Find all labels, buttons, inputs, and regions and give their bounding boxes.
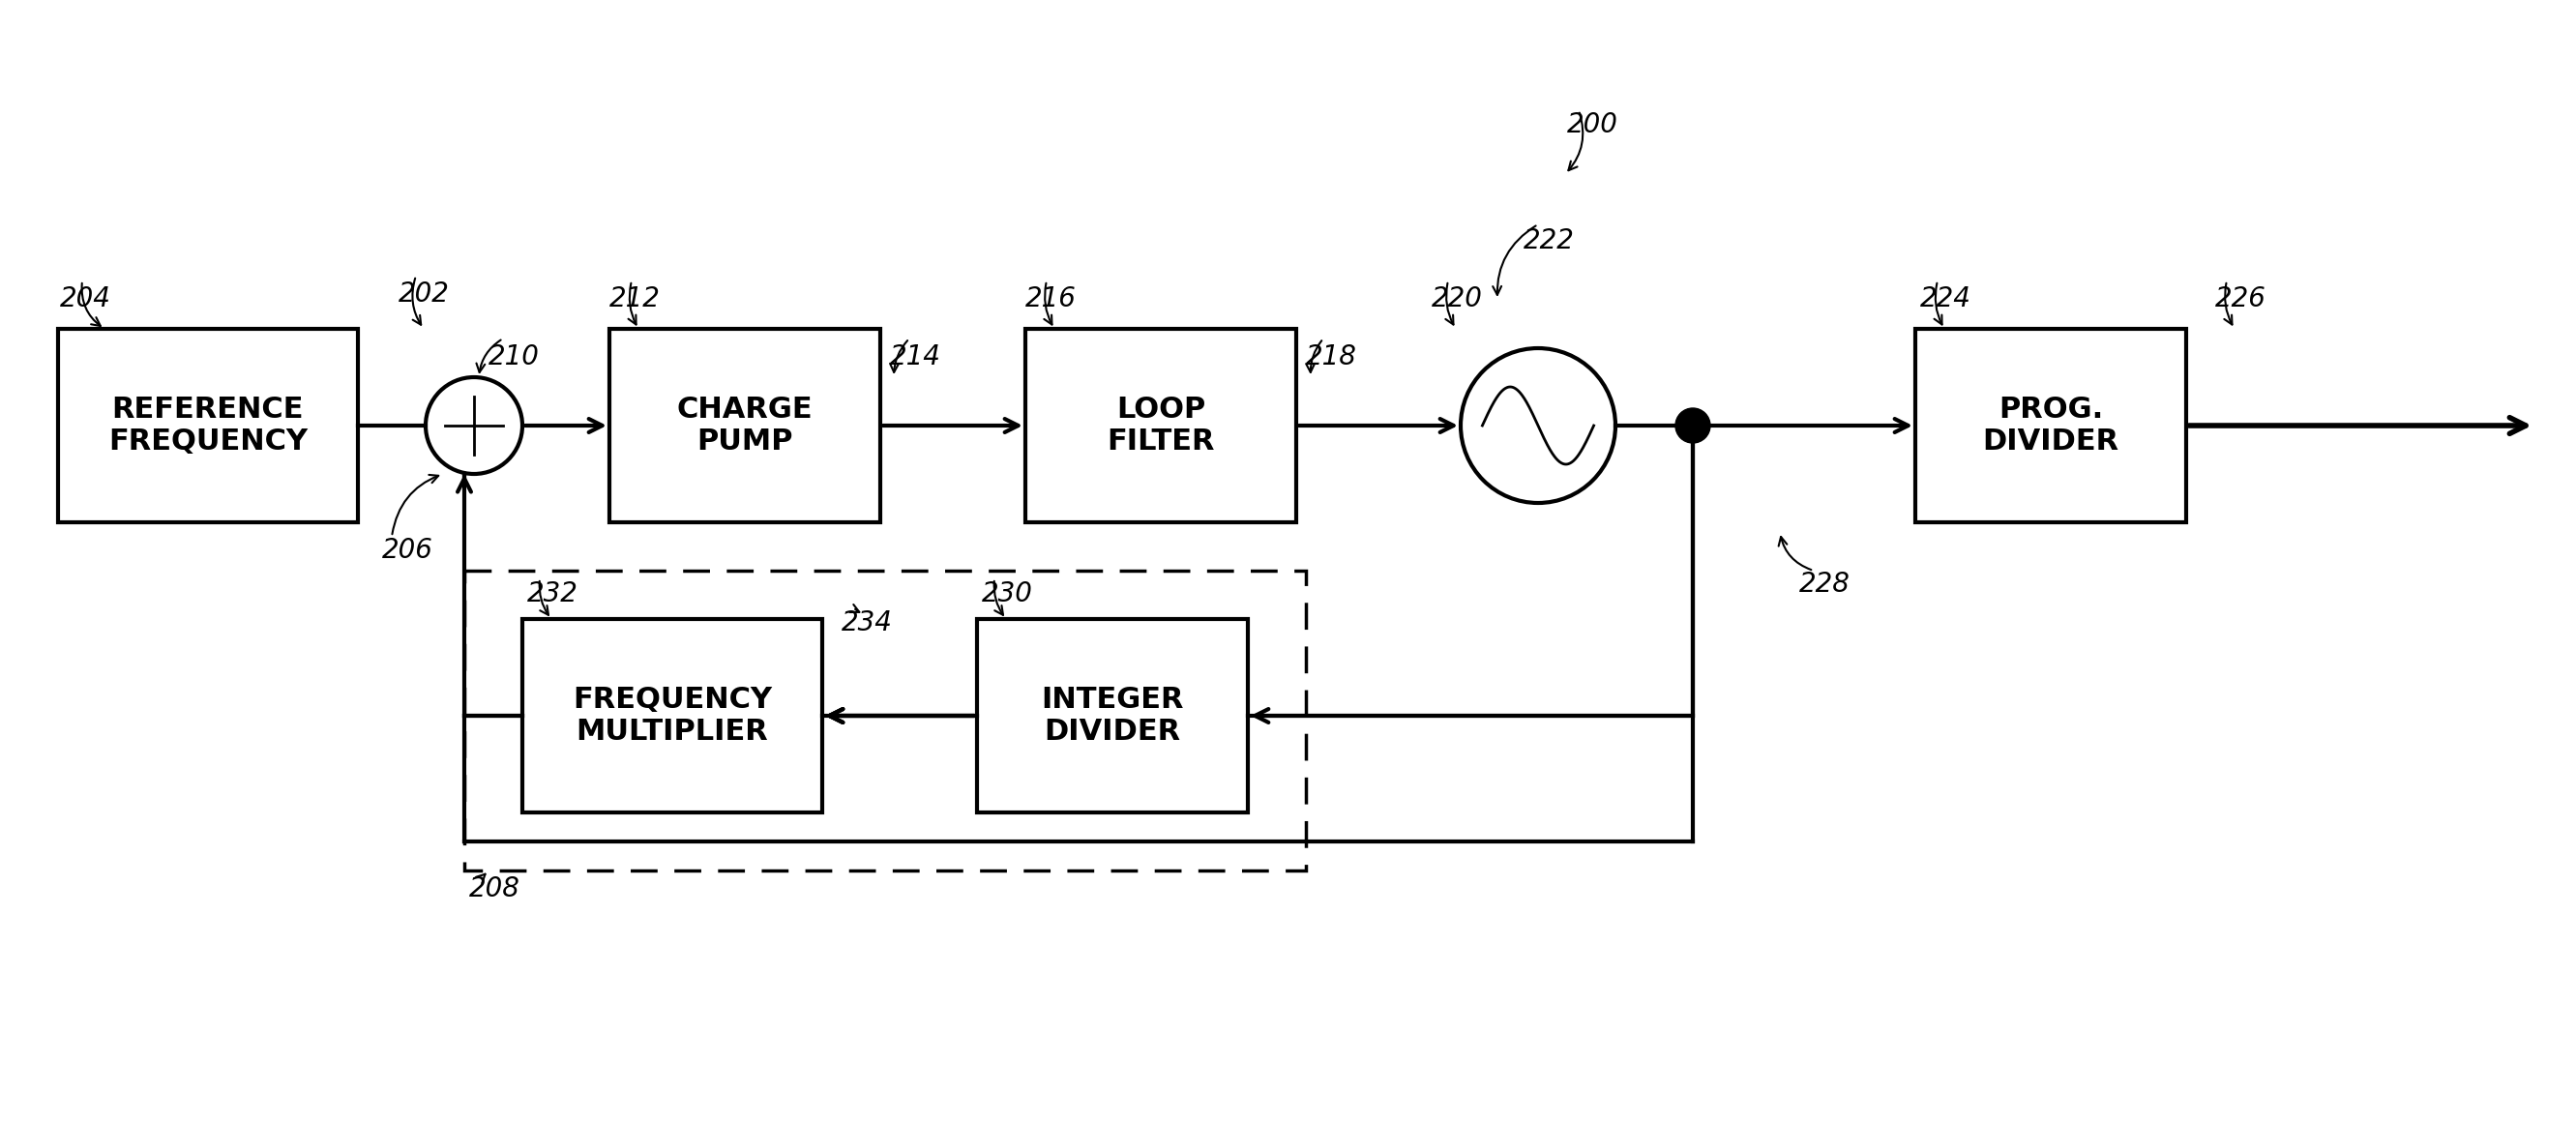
Text: 200: 200 bbox=[1566, 111, 1618, 138]
Text: 218: 218 bbox=[1306, 343, 1358, 370]
Text: 208: 208 bbox=[469, 876, 520, 902]
Bar bbox=[976, 619, 1247, 813]
Text: REFERENCE
FREQUENCY: REFERENCE FREQUENCY bbox=[108, 396, 307, 456]
Text: 228: 228 bbox=[1798, 571, 1850, 597]
Bar bbox=[464, 571, 1306, 871]
Text: 224: 224 bbox=[1919, 286, 1971, 313]
Text: FREQUENCY
MULTIPLIER: FREQUENCY MULTIPLIER bbox=[572, 685, 773, 745]
Text: CHARGE
PUMP: CHARGE PUMP bbox=[677, 396, 814, 456]
Text: 216: 216 bbox=[1025, 286, 1077, 313]
Text: 230: 230 bbox=[981, 581, 1033, 608]
Text: 234: 234 bbox=[842, 610, 894, 637]
Bar bbox=[611, 328, 881, 522]
Text: 212: 212 bbox=[611, 286, 659, 313]
Bar bbox=[523, 619, 822, 813]
Text: 232: 232 bbox=[528, 581, 580, 608]
Text: 214: 214 bbox=[889, 343, 940, 370]
Text: 222: 222 bbox=[1522, 228, 1574, 254]
Text: 204: 204 bbox=[59, 286, 111, 313]
Text: INTEGER
DIVIDER: INTEGER DIVIDER bbox=[1041, 685, 1185, 745]
Text: 210: 210 bbox=[489, 343, 538, 370]
Text: 206: 206 bbox=[381, 537, 433, 564]
Bar bbox=[59, 328, 358, 522]
Bar bbox=[1025, 328, 1296, 522]
Circle shape bbox=[1674, 408, 1710, 443]
Text: 202: 202 bbox=[399, 280, 451, 307]
Bar bbox=[1917, 328, 2187, 522]
Text: PROG.
DIVIDER: PROG. DIVIDER bbox=[1984, 396, 2120, 456]
Text: LOOP
FILTER: LOOP FILTER bbox=[1108, 396, 1216, 456]
Text: 220: 220 bbox=[1432, 286, 1484, 313]
Text: 226: 226 bbox=[2215, 286, 2267, 313]
